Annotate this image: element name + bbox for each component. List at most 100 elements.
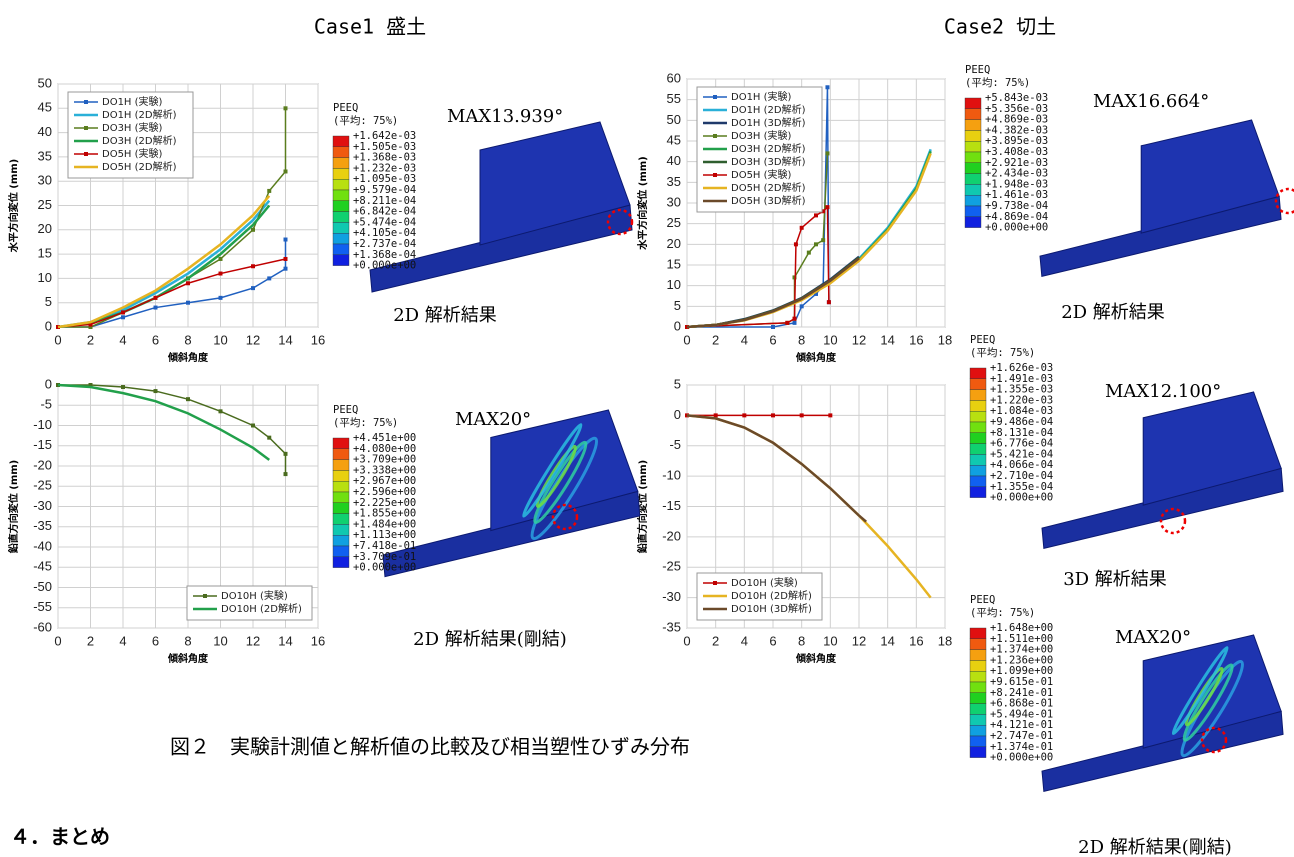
x-tick-label: 10 [213, 332, 227, 347]
legend-value: +0.000e+00 [990, 492, 1053, 504]
x-tick-label: 2 [712, 633, 719, 648]
x-axis-label: 傾斜角度 [795, 652, 837, 665]
x-tick-label: 14 [880, 332, 894, 347]
marker [825, 205, 829, 209]
case-title: Case1 盛土 [314, 15, 426, 39]
y-tick-label: 35 [38, 148, 52, 163]
peeq-header: PEEQ [965, 64, 990, 76]
marker [251, 424, 255, 428]
legend-marker [713, 134, 717, 138]
marker [284, 472, 288, 476]
color-band [333, 535, 349, 546]
legend-label: DO3H (実験) [102, 121, 163, 134]
marker [251, 264, 255, 268]
x-tick-label: 12 [246, 633, 260, 648]
legend-marker [203, 594, 207, 598]
peeq-header: PEEQ [333, 102, 358, 114]
marker [284, 267, 288, 271]
panel-caption: 2D 解析結果(剛結) [413, 629, 567, 650]
color-band [970, 487, 986, 498]
y-axis-label: 水平方向変位 (mm) [636, 156, 649, 250]
marker [154, 296, 158, 300]
y-tick-label: 35 [667, 174, 681, 189]
color-band [333, 212, 349, 223]
color-band [333, 514, 349, 525]
marker [284, 169, 288, 173]
color-band [970, 660, 986, 671]
panel-caption: 2D 解析結果 [393, 305, 497, 326]
marker [821, 238, 825, 242]
case-title: Case2 切土 [944, 15, 1056, 39]
color-band [970, 736, 986, 747]
y-tick-label: 50 [38, 75, 52, 90]
x-tick-label: 16 [311, 633, 325, 648]
y-tick-label: -5 [669, 437, 681, 452]
x-axis-label: 傾斜角度 [167, 652, 209, 665]
marker [800, 304, 804, 308]
x-tick-label: 16 [311, 332, 325, 347]
x-tick-label: 14 [880, 633, 894, 648]
legend-label: DO1H (3D解析) [731, 116, 806, 129]
marker [251, 228, 255, 232]
marker [742, 413, 746, 417]
legend-value: +0.000e+00 [353, 562, 416, 574]
legend-label: DO1H (2D解析) [102, 108, 177, 121]
x-tick-label: 12 [852, 633, 866, 648]
x-tick-label: 10 [213, 633, 227, 648]
color-band [970, 704, 986, 715]
color-band [970, 454, 986, 465]
x-tick-label: 0 [54, 633, 61, 648]
x-tick-label: 6 [152, 633, 159, 648]
y-tick-label: 15 [38, 246, 52, 261]
marker [827, 300, 831, 304]
color-band [333, 481, 349, 492]
color-band [970, 747, 986, 758]
marker [121, 310, 125, 314]
legend-label: DO10H (3D解析) [731, 602, 812, 615]
color-band [333, 438, 349, 449]
x-tick-label: 6 [769, 633, 776, 648]
legend-label: DO10H (実験) [221, 589, 288, 602]
y-tick-label: -60 [33, 619, 52, 634]
marker [771, 325, 775, 329]
legend-marker [713, 581, 717, 585]
legend-value: +0.000e+00 [990, 752, 1053, 764]
y-tick-label: 60 [667, 70, 681, 85]
legend-marker [84, 100, 88, 104]
peeq-subheader: (平均: 75%) [333, 114, 398, 127]
y-axis-label: 水平方向変位 (mm) [7, 159, 20, 253]
legend-label: DO5H (3D解析) [731, 194, 806, 207]
color-band [970, 628, 986, 639]
marker [807, 251, 811, 255]
max-angle: MAX16.664° [1093, 91, 1209, 112]
legend-value: +0.000e+00 [353, 260, 416, 272]
marker [154, 306, 158, 310]
y-tick-label: -10 [662, 468, 681, 483]
y-tick-label: -15 [662, 498, 681, 513]
peeq-subheader: (平均: 75%) [333, 416, 398, 429]
marker [219, 257, 223, 261]
color-band [970, 671, 986, 682]
marker [800, 226, 804, 230]
y-tick-label: 0 [45, 318, 52, 333]
x-tick-label: 10 [823, 633, 837, 648]
max-angle: MAX13.939° [447, 106, 563, 127]
color-band [333, 244, 349, 255]
y-tick-label: -30 [33, 498, 52, 513]
color-band [970, 650, 986, 661]
x-tick-label: 8 [184, 633, 191, 648]
x-tick-label: 18 [938, 332, 952, 347]
y-tick-label: -30 [662, 589, 681, 604]
legend-label: DO1H (実験) [102, 95, 163, 108]
marker [219, 272, 223, 276]
y-tick-label: 50 [667, 112, 681, 127]
y-tick-label: 0 [674, 407, 681, 422]
x-tick-label: 16 [909, 332, 923, 347]
x-tick-label: 14 [278, 633, 292, 648]
marker [121, 315, 125, 319]
y-tick-label: 10 [667, 277, 681, 292]
color-band [970, 693, 986, 704]
marker [785, 321, 789, 325]
panel-caption: 3D 解析結果 [1063, 569, 1167, 590]
marker [219, 296, 223, 300]
